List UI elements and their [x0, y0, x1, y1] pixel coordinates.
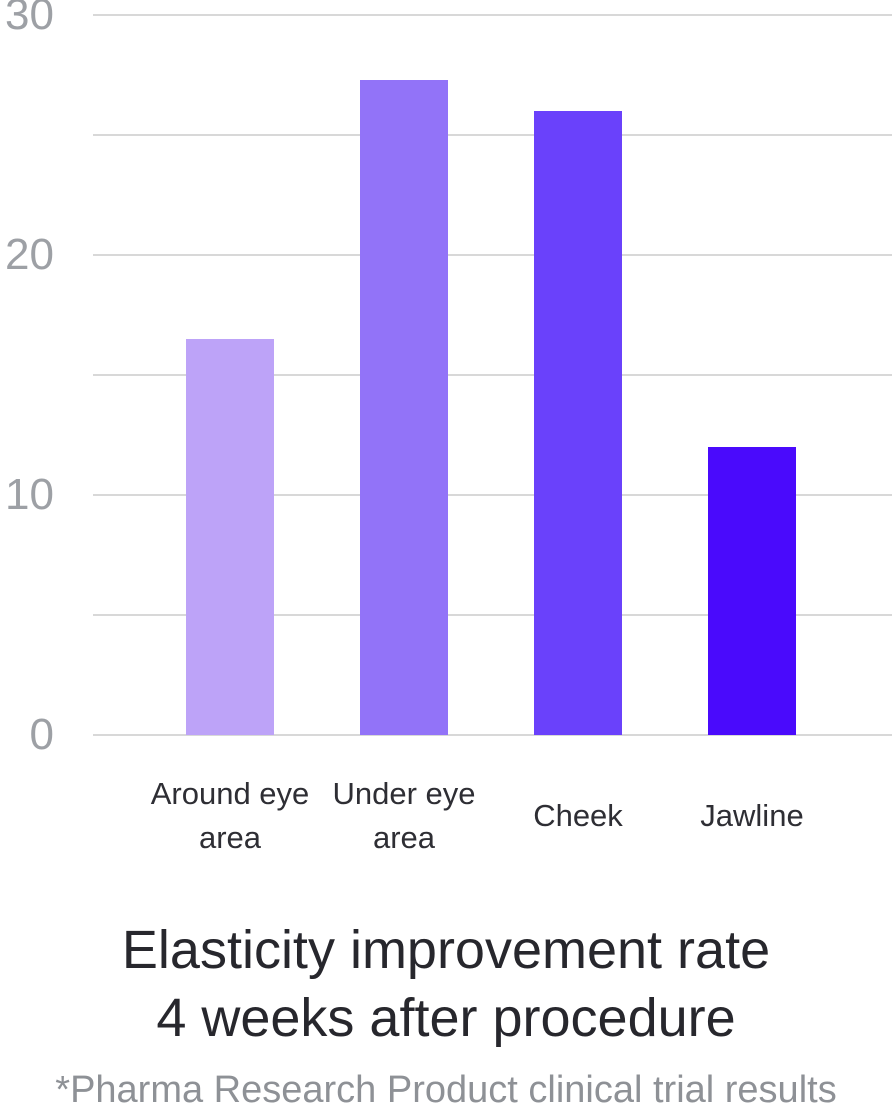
bar-cheek: [534, 111, 622, 735]
y-tick-label-20: 20: [5, 230, 54, 279]
x-label-under-eye-area: Under eye area: [304, 772, 504, 860]
gridline-25: [93, 134, 892, 136]
bar-under-eye-area: [360, 79, 448, 735]
x-label-jawline: Jawline: [652, 772, 852, 860]
x-label-text: Cheek: [533, 798, 623, 833]
chart-title-line-2: 4 weeks after procedure: [156, 988, 736, 1048]
x-label-text: Under eye area: [332, 776, 476, 855]
y-tick-label-10: 10: [5, 470, 54, 519]
gridline-5: [93, 614, 892, 616]
gridline-20: [93, 254, 892, 256]
x-label-text: Around eye area: [150, 776, 310, 855]
x-label-cheek: Cheek: [478, 772, 678, 860]
gridline-0: [93, 734, 892, 736]
x-label-around-eye-area: Around eye area: [130, 772, 330, 860]
x-label-text: Jawline: [700, 798, 804, 833]
bar-around-eye-area: [186, 339, 274, 735]
chart-title-line-1: Elasticity improvement rate: [121, 920, 771, 980]
chart-footnote: *Pharma Research Product clinical trial …: [55, 1069, 837, 1111]
plot-area: 30 20 10 0: [0, 0, 892, 757]
gridline-15: [93, 374, 892, 376]
y-tick-label-30: 30: [5, 0, 54, 39]
chart-title: Elasticity improvement rate 4 weeks afte…: [0, 916, 892, 1052]
gridline-10: [93, 494, 892, 496]
bar-jawline: [708, 447, 796, 735]
y-tick-label-0: 0: [29, 710, 54, 759]
gridline-30: [93, 14, 892, 16]
